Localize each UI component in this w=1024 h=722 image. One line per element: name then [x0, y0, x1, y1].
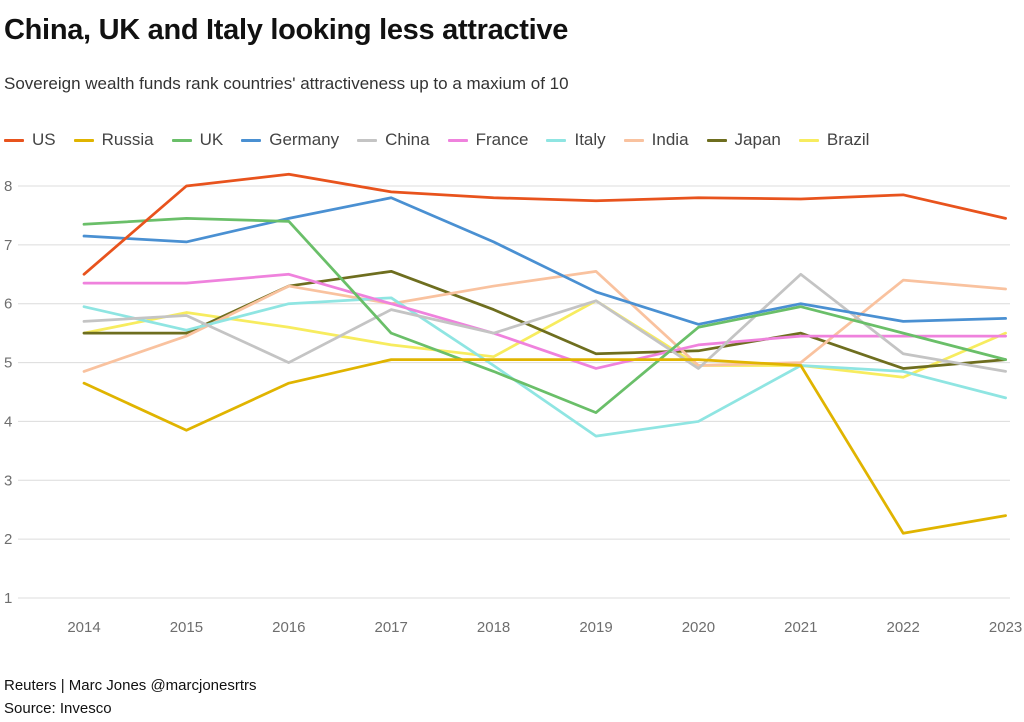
legend: US Russia UK Germany China France Italy India Ja… — [4, 130, 869, 150]
legend-label-china: China — [385, 130, 430, 149]
chart-subtitle: Sovereign wealth funds rank countries' a… — [4, 74, 569, 93]
legend-item-japan: Japan — [706, 130, 781, 150]
legend-swatch-germany-icon — [241, 138, 262, 142]
legend-item-china: China — [357, 130, 430, 150]
chart-area: 1 2 3 4 5 6 7 8 2014 2015 2016 2017 2018 2019 2020 2021… — [0, 160, 1024, 660]
x-tick-label-2018: 2018 — [477, 619, 510, 636]
series-line-china — [82, 272, 1007, 373]
legend-item-india: India — [623, 130, 689, 150]
legend-swatch-china-icon — [357, 138, 378, 142]
y-tick-label-6: 6 — [4, 296, 12, 313]
legend-item-france: France — [447, 130, 529, 150]
footer-credit: Reuters | Marc Jones @marcjonesrtrs — [4, 677, 257, 694]
legend-item-us: US — [4, 130, 56, 150]
legend-swatch-japan-icon — [706, 138, 727, 142]
x-tick-label-2019: 2019 — [579, 619, 612, 636]
legend-swatch-russia-icon — [73, 138, 94, 142]
legend-item-brazil: Brazil — [798, 130, 870, 150]
legend-swatch-us-icon — [4, 138, 24, 142]
legend-item-germany: Germany — [241, 130, 339, 150]
legend-swatch-italy-icon — [546, 138, 567, 142]
x-tick-label-2020: 2020 — [682, 619, 715, 636]
legend-item-italy: Italy — [546, 130, 606, 150]
chart-svg: 1 2 3 4 5 6 7 8 2014 2015 2016 2017 2018 2019 2020 2021… — [4, 172, 1022, 636]
legend-swatch-india-icon — [623, 138, 644, 142]
legend-label-japan: Japan — [734, 130, 781, 149]
series-line-brazil — [82, 299, 1007, 379]
series-line-us — [82, 172, 1007, 276]
x-tick-label-2022: 2022 — [887, 619, 920, 636]
y-tick-label-1: 1 — [4, 590, 12, 607]
legend-label-uk: UK — [199, 130, 224, 149]
footer: Reuters | Marc Jones @marcjonesrtrs Sour… — [4, 674, 257, 720]
legend-label-us: US — [32, 130, 56, 149]
x-tick-label-2016: 2016 — [272, 619, 305, 636]
series-line-uk — [82, 216, 1007, 414]
legend-swatch-france-icon — [447, 138, 468, 142]
x-tick-label-2014: 2014 — [67, 619, 100, 636]
legend-label-india: India — [651, 130, 689, 149]
legend-item-russia: Russia — [73, 130, 154, 150]
x-tick-label-2017: 2017 — [375, 619, 408, 636]
y-tick-label-2: 2 — [4, 531, 12, 548]
series-line-france — [82, 272, 1007, 370]
legend-label-brazil: Brazil — [826, 130, 870, 149]
legend-swatch-uk-icon — [171, 138, 192, 142]
legend-label-france: France — [475, 130, 529, 149]
y-tick-label-3: 3 — [4, 472, 12, 489]
legend-label-italy: Italy — [574, 130, 606, 149]
x-tick-label-2023: 2023 — [989, 619, 1022, 636]
chart-title: China, UK and Italy looking less attract… — [4, 14, 569, 46]
legend-item-uk: UK — [171, 130, 224, 150]
series-line-russia — [82, 358, 1007, 535]
footer-source: Source: Invesco — [4, 700, 112, 717]
series-line-germany — [82, 196, 1007, 326]
y-tick-label-7: 7 — [4, 237, 12, 254]
x-tick-label-2021: 2021 — [784, 619, 817, 636]
y-tick-label-5: 5 — [4, 355, 12, 372]
legend-label-germany: Germany — [269, 130, 340, 149]
series-line-india — [82, 269, 1007, 373]
y-tick-label-4: 4 — [4, 413, 12, 430]
legend-label-russia: Russia — [101, 130, 154, 149]
legend-swatch-brazil-icon — [798, 138, 819, 142]
series-line-italy — [82, 296, 1007, 438]
x-tick-label-2015: 2015 — [170, 619, 203, 636]
y-tick-label-8: 8 — [4, 178, 12, 195]
